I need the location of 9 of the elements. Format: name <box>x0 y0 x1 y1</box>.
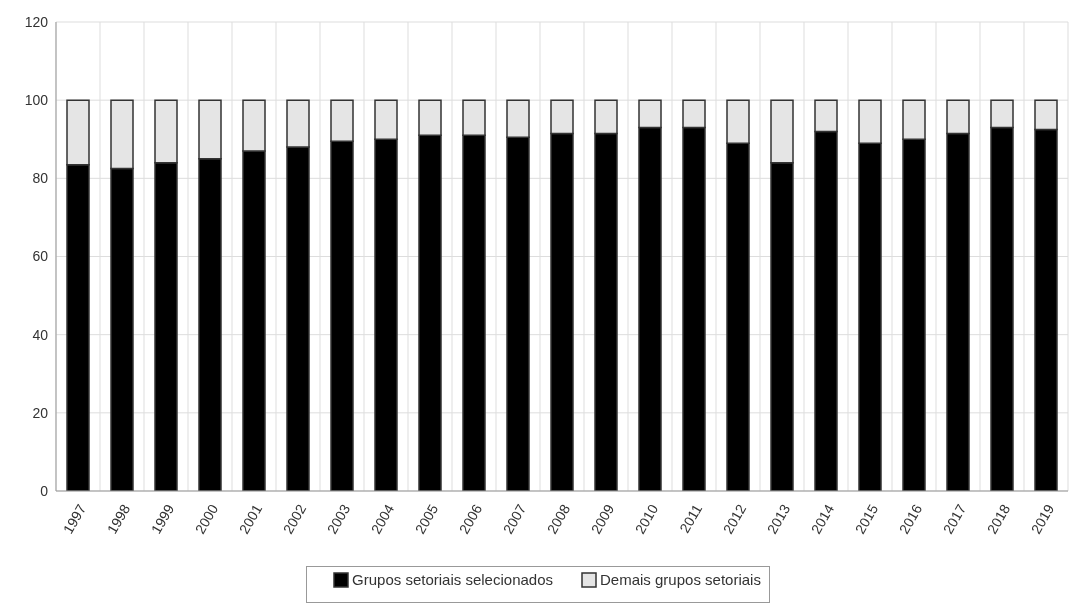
legend-label: Grupos setoriais selecionados <box>352 571 554 588</box>
y-tick-label: 20 <box>32 404 49 421</box>
y-tick-label: 80 <box>32 170 49 187</box>
y-tick-label: 120 <box>24 13 49 30</box>
y-tick-label: 0 <box>40 482 49 499</box>
y-tick-label: 40 <box>32 326 49 343</box>
legend-label: Demais grupos setoriais <box>600 571 761 588</box>
y-tick-label: 60 <box>32 248 49 265</box>
y-tick-label: 100 <box>24 92 49 109</box>
